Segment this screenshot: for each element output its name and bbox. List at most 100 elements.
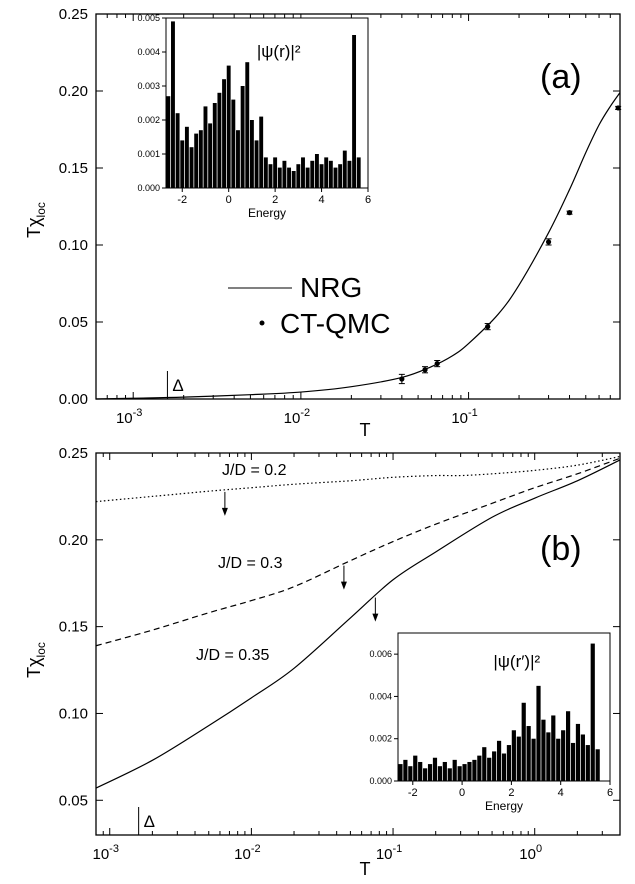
b-arrow-head: [340, 581, 347, 590]
a-inset-annotation: |ψ(r)|²: [257, 42, 301, 61]
b-y-tick-label: 0.20: [59, 532, 88, 549]
panel-b-ylabel-main: Tχ: [24, 657, 44, 678]
panel-a-delta-marker: Δ: [166, 371, 184, 399]
b-inset-bar: [506, 745, 512, 781]
b-inset-x-tick-label: 2: [508, 787, 514, 799]
a-inset-y-tick-label: 0.005: [137, 13, 160, 23]
b-y-tick-label: 0.05: [59, 792, 88, 809]
panel-b-frame: [95, 452, 621, 836]
a-delta-label: Δ: [172, 376, 183, 395]
a-inset-bar: [189, 147, 194, 188]
legend-ctqmc-marker: [259, 320, 265, 326]
panel-a-xlabel: T: [360, 420, 371, 440]
panel-a-ylabel-text: Tχloc: [24, 202, 48, 238]
panel-a-ylabel-sub: loc: [34, 202, 48, 217]
b-inset-bar: [570, 742, 576, 781]
a-inset-y-tick-label: 0.001: [137, 149, 160, 159]
b-inset-bar: [413, 755, 418, 781]
a-inset-x-tick-label: 0: [226, 194, 232, 206]
a-inset-x-tick-label: -2: [177, 194, 187, 206]
b-inset-bar: [447, 768, 452, 781]
panel-a-legend: NRG CT-QMC: [228, 272, 390, 339]
legend-nrg-label: NRG: [300, 272, 362, 303]
b-x-tick-exponent: 0: [536, 843, 542, 855]
b-inset-xlabel: Energy: [485, 799, 523, 813]
a-inset-bar: [277, 167, 282, 188]
panel-a-series: [95, 92, 622, 400]
b-inset-y-tick-label: 0.000: [369, 776, 392, 786]
b-inset-bar: [565, 711, 571, 781]
a-inset-bar: [194, 133, 199, 188]
a-inset-bar: [347, 160, 352, 188]
a-data-point: [399, 376, 405, 382]
a-y-tick-label: 0.20: [59, 83, 88, 100]
b-inset-bar: [403, 759, 408, 781]
a-inset-bar: [249, 120, 254, 188]
b-inset-bar: [501, 753, 507, 781]
panel-a-frame: [95, 13, 621, 400]
a-y-tick-label: 0.10: [59, 237, 88, 254]
a-data-point: [485, 324, 491, 330]
b-inset-bar: [541, 719, 546, 781]
a-inset-bar: [212, 103, 217, 188]
b-inset-x-tick-label: 6: [607, 787, 613, 799]
a-inset-bar: [314, 154, 319, 188]
a-inset-bar: [217, 92, 222, 188]
panel-b-series: [95, 455, 621, 789]
a-inset-bar: [222, 79, 226, 188]
panel-b-ylabel-text: Tχloc: [24, 642, 48, 678]
a-inset-bar: [226, 65, 231, 188]
b-inset-x-tick-label: 0: [459, 787, 465, 799]
a-inset-bar: [319, 164, 324, 188]
b-series-line-1: [95, 457, 621, 647]
series-label-jd02: J/D = 0.2: [222, 462, 287, 479]
b-x-tick-exponent: -3: [109, 843, 119, 855]
a-inset-bar: [175, 113, 180, 188]
b-inset-bar: [590, 643, 595, 781]
a-inset-bar: [352, 35, 357, 188]
b-x-tick-exponent: -2: [251, 843, 261, 855]
a-inset-bar: [254, 140, 259, 188]
b-inset-annotation: |ψ(r′)|²: [493, 652, 540, 671]
a-x-tick-exponent: -2: [300, 407, 310, 419]
panel-a-y-ticks: 0.00 0.05 0.10 0.15 0.20 0.25: [59, 6, 620, 408]
b-inset-bar: [575, 723, 581, 781]
a-series-line-0: [95, 92, 621, 400]
b-x-tick-label: 100: [519, 843, 542, 863]
panel-a-inset: -2 0 2 4 6 0.000 0.001 0.002 0.003 0.004 0.005 Ener…: [137, 13, 371, 220]
a-inset-bar: [338, 164, 343, 188]
a-inset-bar: [282, 160, 287, 188]
b-inset-bar: [437, 766, 443, 781]
a-inset-bar: [259, 116, 264, 188]
a-inset-bar: [231, 99, 236, 188]
b-series-line-2: [95, 459, 621, 789]
panel-a-label: (a): [540, 58, 582, 96]
a-inset-bar: [310, 160, 315, 188]
b-inset-bar: [551, 715, 556, 781]
a-y-tick-label: 0.25: [59, 6, 88, 23]
b-inset-bar: [482, 747, 487, 781]
b-inset-bar: [418, 761, 423, 781]
panel-a-ylabel: Tχloc: [24, 202, 48, 238]
b-inset-bar: [496, 740, 502, 781]
a-inset-bar: [263, 157, 268, 188]
b-delta-label: Δ: [144, 812, 155, 831]
a-data-point: [434, 360, 440, 367]
b-x-tick-label: 10-1: [376, 843, 402, 863]
a-inset-bar: [273, 157, 278, 188]
b-x-tick-label: 10-3: [92, 843, 118, 863]
a-inset-x-tick-label: 2: [272, 194, 278, 206]
legend-ctqmc-label: CT-QMC: [280, 308, 390, 339]
a-inset-x-tick-label: 6: [365, 194, 371, 206]
b-inset-bar: [536, 685, 541, 781]
a-inset-bar: [171, 21, 175, 189]
panel-b-ylabel: Tχloc: [24, 642, 48, 678]
b-inset-bar: [595, 749, 600, 781]
a-data-point: [545, 239, 552, 245]
a-inset-bar: [301, 157, 305, 188]
b-inset-bar: [472, 759, 477, 781]
a-inset-bar: [236, 130, 240, 188]
b-inset-bar: [521, 702, 526, 781]
a-inset-xlabel: Energy: [248, 206, 286, 220]
